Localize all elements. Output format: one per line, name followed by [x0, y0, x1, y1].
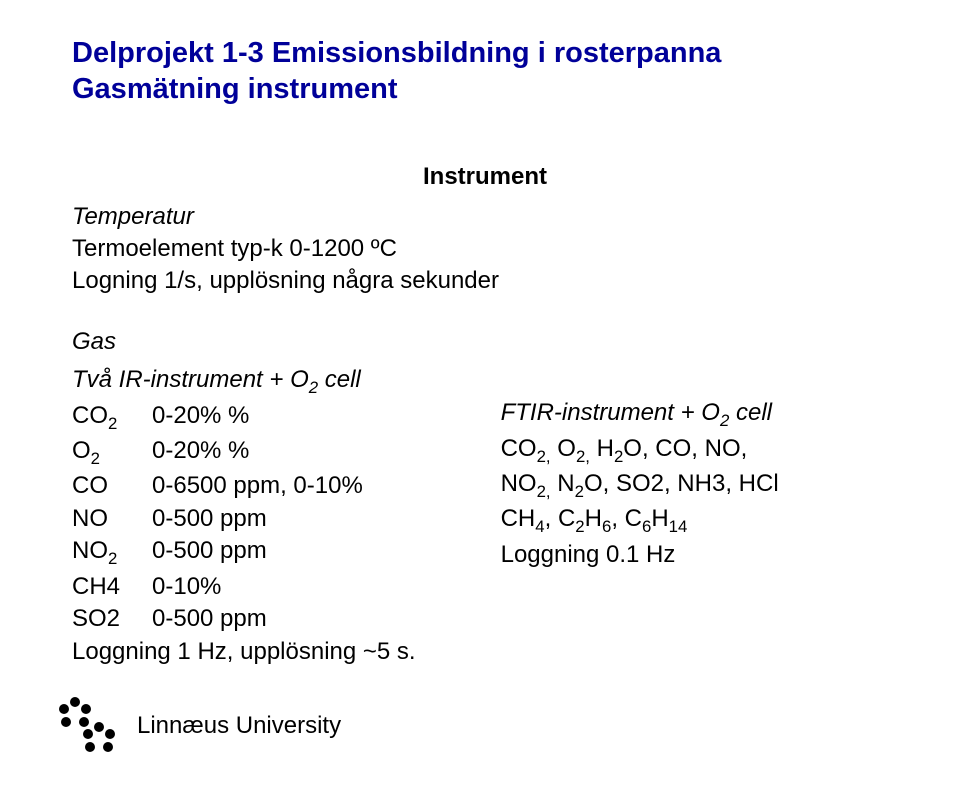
page-title: Delprojekt 1-3 Emissionsbildning i roste…	[72, 35, 888, 108]
gas-value: 0-10%	[152, 571, 221, 603]
instrument-subtitle: Instrument	[72, 163, 888, 191]
gas-rows: CO20-20% %O2 0-20% %CO0-6500 ppm, 0-10%N…	[72, 400, 416, 636]
right-line: NO2, N2O, SO2, NH3, HCl	[501, 468, 779, 503]
title-line1: Delprojekt 1-3 Emissionsbildning i roste…	[72, 35, 888, 71]
gas-value: 0-500 ppm	[152, 535, 267, 570]
university-logo: Linnæus University	[50, 697, 341, 754]
logo-mark-icon	[50, 697, 122, 754]
right-line: Loggning 0.1 Hz	[501, 539, 779, 571]
gas-row: O2 0-20% %	[72, 435, 416, 470]
left-col-heading: Två IR-instrument + O2 cell	[72, 364, 416, 399]
gas-columns: Två IR-instrument + O2 cell CO20-20% %O2…	[72, 364, 888, 668]
temperatur-line1: Termoelement typ-k 0-1200 ºC	[72, 233, 888, 265]
right-column: FTIR-instrument + O2 cell CO2, O2, H2O, …	[501, 364, 779, 668]
right-lines: CO2, O2, H2O, CO, NO,NO2, N2O, SO2, NH3,…	[501, 433, 779, 572]
gas-label: NO2	[72, 535, 152, 570]
gas-row: CO0-6500 ppm, 0-10%	[72, 470, 416, 502]
content-body: Temperatur Termoelement typ-k 0-1200 ºC …	[72, 201, 888, 668]
gas-label: CO2	[72, 400, 152, 435]
gas-label: NO	[72, 503, 152, 535]
right-col-heading: FTIR-instrument + O2 cell	[501, 397, 779, 432]
gas-value: 0-20% %	[152, 400, 249, 435]
gas-label: CH4	[72, 571, 152, 603]
left-column: Två IR-instrument + O2 cell CO20-20% %O2…	[72, 364, 416, 668]
gas-label: CO	[72, 470, 152, 502]
gas-row: CH40-10%	[72, 571, 416, 603]
logo-text: Linnæus University	[137, 712, 341, 740]
right-line: CO2, O2, H2O, CO, NO,	[501, 433, 779, 468]
gas-heading: Gas	[72, 326, 888, 358]
title-line2: Gasmätning instrument	[72, 71, 888, 107]
temperatur-heading: Temperatur	[72, 201, 888, 233]
right-line: CH4, C2H6, C6H14	[501, 503, 779, 538]
gas-label: O2	[72, 435, 152, 470]
temperatur-line2: Logning 1/s, upplösning några sekunder	[72, 265, 888, 297]
gas-value: 0-500 ppm	[152, 503, 267, 535]
gas-row: NO20-500 ppm	[72, 535, 416, 570]
gas-value: 0-500 ppm	[152, 603, 267, 635]
gas-row: SO20-500 ppm	[72, 603, 416, 635]
gas-label: SO2	[72, 603, 152, 635]
gas-value: 0-20% %	[152, 435, 249, 470]
gas-row: NO0-500 ppm	[72, 503, 416, 535]
gas-value: 0-6500 ppm, 0-10%	[152, 470, 363, 502]
left-footer: Loggning 1 Hz, upplösning ~5 s.	[72, 636, 416, 668]
gas-row: CO20-20% %	[72, 400, 416, 435]
